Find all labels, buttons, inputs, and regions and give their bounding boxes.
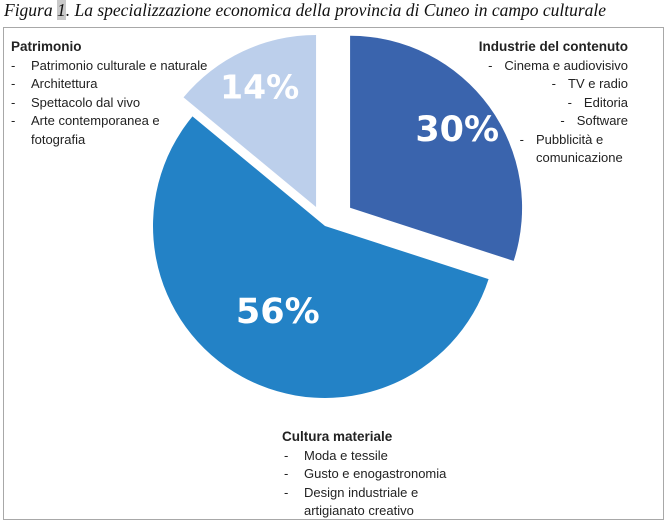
caption-prefix: Figura: [4, 0, 57, 20]
legend-patrimonio-item: Arte contemporanea e fotografia: [11, 112, 181, 149]
legend-industrie-title: Industrie del contenuto: [478, 39, 628, 54]
legend-cultura-item: Moda e tessile: [282, 447, 482, 466]
pie-slice-percent-label: 56%: [236, 292, 320, 332]
legend-industrie-item: - Cinema e audiovisivo: [488, 57, 628, 73]
caption-text: . La specializzazione economica della pr…: [65, 0, 607, 20]
pie-slice-percent-label: 14%: [220, 68, 299, 107]
legend-cultura: Cultura materiale Moda e tessile Gusto e…: [282, 428, 482, 521]
legend-cultura-title: Cultura materiale: [282, 429, 393, 444]
pie-slice-percent-label: 30%: [415, 110, 499, 150]
legend-patrimonio-item: Architettura: [11, 75, 223, 94]
legend-industrie-item: - TV e radio: [551, 76, 628, 91]
pie-slice-cultura-materiale: [153, 116, 489, 399]
legend-industrie-item: - Editoria: [567, 94, 628, 110]
caption-number: 1: [57, 0, 66, 20]
figure-caption: Figura 1. La specializzazione economica …: [4, 0, 668, 24]
pie-slice-industrie-del-contenuto: [350, 35, 523, 261]
legend-industrie: Industrie del contenuto - Cinema e audiov…: [428, 38, 628, 168]
legend-patrimonio-item: Spettacolo dal vivo: [11, 94, 223, 113]
legend-patrimonio-title: Patrimonio: [11, 39, 82, 54]
legend-industrie-item: - Pubblicità e comunicazione: [519, 131, 623, 166]
legend-patrimonio-item: Patrimonio culturale e naturale: [11, 57, 223, 76]
legend-cultura-item: Gusto e enogastronomia: [282, 465, 482, 484]
legend-cultura-item: Design industriale e artigianato creativ…: [282, 484, 439, 521]
legend-patrimonio: Patrimonio Patrimonio culturale e natura…: [11, 38, 223, 149]
legend-industrie-item: - Software: [560, 113, 628, 128]
